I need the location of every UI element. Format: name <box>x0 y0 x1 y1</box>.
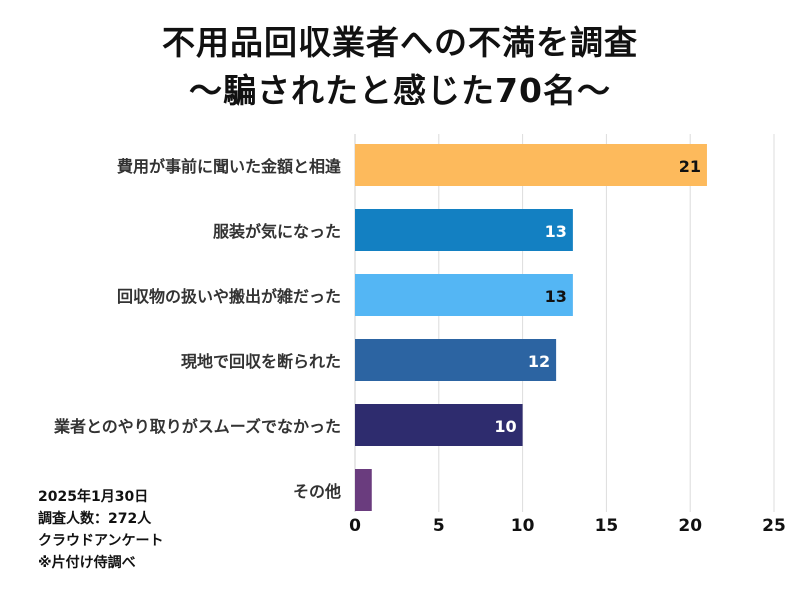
chart-title-line1: 不用品回収業者への不満を調査 <box>162 23 638 62</box>
survey-respondents: 調査人数：272人 <box>38 511 152 527</box>
bar-1 <box>355 209 573 251</box>
chart-subtitle-line2: 〜騙されたと感じた70名〜 <box>189 71 611 110</box>
bar-2 <box>355 274 573 316</box>
survey-method: クラウドアンケート <box>38 533 164 549</box>
category-label-2: 回収物の扱いや搬出が雑だった <box>117 287 341 306</box>
x-tick-label-5: 25 <box>762 516 786 536</box>
category-label-1: 服装が気になった <box>213 222 341 241</box>
survey-notes: 2025年1月30日 調査人数：272人 クラウドアンケート ※片付け侍調べ <box>38 486 163 574</box>
x-tick-label-3: 15 <box>595 516 619 536</box>
data-label-2: 13 <box>545 287 567 306</box>
bar-3 <box>355 339 557 381</box>
x-tick-label-1: 5 <box>433 516 445 536</box>
data-label-0: 21 <box>679 157 701 176</box>
x-tick-label-2: 10 <box>511 516 535 536</box>
category-label-3: 現地で回収を断られた <box>181 352 341 371</box>
bar-5 <box>355 469 372 511</box>
x-tick-label-0: 0 <box>349 516 361 536</box>
data-label-3: 12 <box>528 352 550 371</box>
data-label-1: 13 <box>545 222 567 241</box>
survey-source: ※片付け侍調べ <box>38 555 136 571</box>
survey-date: 2025年1月30日 <box>38 489 149 505</box>
x-tick-label-4: 20 <box>678 516 702 536</box>
data-label-4: 10 <box>494 417 516 436</box>
category-label-5: その他 <box>293 482 341 501</box>
bar-4 <box>355 404 523 446</box>
category-label-4: 業者とのやり取りがスムーズでなかった <box>53 417 341 436</box>
category-label-0: 費用が事前に聞いた金額と相違 <box>117 157 341 176</box>
bar-0 <box>355 144 707 186</box>
